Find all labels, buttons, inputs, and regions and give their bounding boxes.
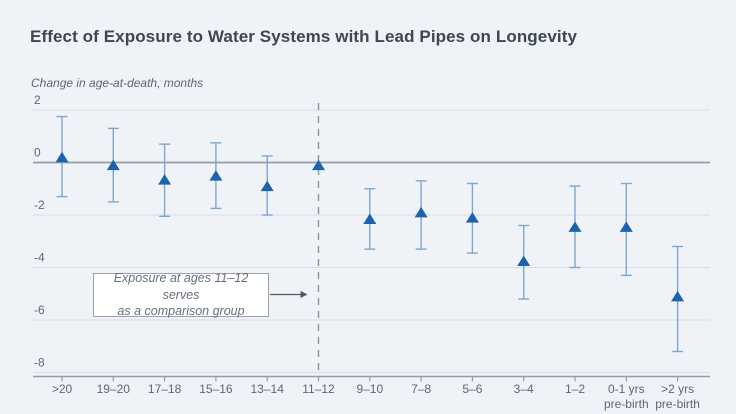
data-point-marker (158, 174, 172, 185)
x-tick-label: 0-1 yrs (608, 382, 645, 396)
data-point-marker (465, 212, 479, 223)
x-tick-label: 15–16 (199, 382, 233, 396)
y-axis-unit-label: Change in age-at-death, months (31, 76, 204, 90)
chart-title: Effect of Exposure to Water Systems with… (30, 27, 578, 46)
x-tick-label: 19–20 (97, 382, 131, 396)
x-tick-label: 5–6 (462, 382, 482, 396)
x-tick-label: 7–8 (411, 382, 431, 396)
x-tick-label: 1–2 (565, 382, 585, 396)
y-tick-label: -6 (34, 303, 45, 317)
x-tick-label: pre-birth (604, 397, 649, 411)
x-tick-label: 11–12 (302, 382, 335, 396)
annotation-line-2: as a comparison group (117, 304, 245, 319)
x-tick-label: 3–4 (514, 382, 534, 396)
x-tick-label: >20 (52, 382, 73, 396)
y-tick-label: 2 (34, 93, 41, 107)
y-tick-label: 0 (34, 146, 41, 160)
data-point-marker (619, 221, 633, 232)
y-tick-label: -2 (34, 198, 45, 212)
data-point-marker (363, 213, 377, 224)
data-point-marker (260, 180, 274, 192)
x-tick-label: 9–10 (356, 382, 383, 396)
data-point-marker (568, 221, 582, 232)
x-tick-label: 17–18 (148, 382, 182, 396)
y-tick-label: -8 (34, 356, 45, 370)
data-point-marker (517, 255, 531, 266)
x-tick-label: pre-birth (655, 397, 700, 411)
data-point-marker (55, 151, 69, 163)
x-tick-label: >2 yrs (661, 382, 694, 396)
annotation-arrow-head (300, 291, 308, 298)
data-point-marker (671, 290, 685, 302)
data-point-marker (414, 206, 428, 218)
x-tick-label: 13–14 (251, 382, 285, 396)
annotation-box: Exposure at ages 11–12 serves as a compa… (93, 271, 269, 319)
y-tick-label: -4 (34, 251, 45, 265)
data-point-marker (209, 170, 223, 181)
data-point-marker (106, 159, 120, 171)
annotation-line-1: Exposure at ages 11–12 serves (113, 271, 249, 302)
data-point-marker (312, 159, 325, 171)
